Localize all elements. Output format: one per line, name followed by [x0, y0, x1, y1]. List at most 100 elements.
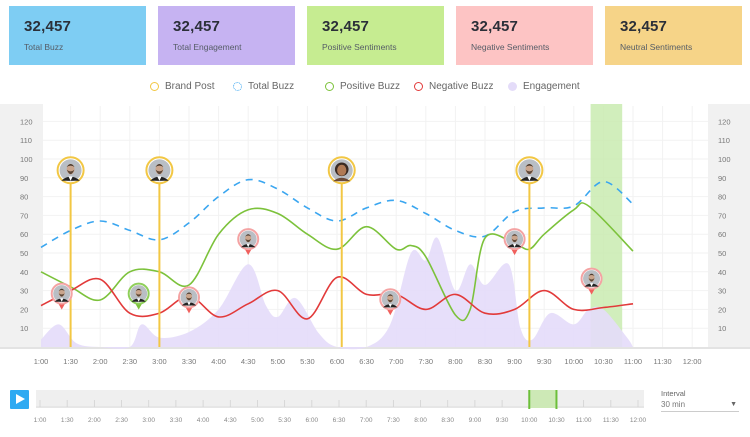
- y-tick-label-left: 70: [20, 211, 28, 220]
- y-tick-label-left: 50: [20, 249, 28, 258]
- brand-post-marker[interactable]: [515, 156, 544, 347]
- card-label: Neutral Sentiments: [620, 42, 693, 52]
- legend-engagement[interactable]: Engagement: [508, 79, 580, 93]
- x-tick-label: 7:00: [389, 357, 404, 366]
- sentiment-marker-negative[interactable]: [178, 286, 200, 314]
- y-tick-label-left: 20: [20, 305, 28, 314]
- y-axis-left-panel: [0, 104, 43, 348]
- card-negative-sentiments[interactable]: 32,457 Negative Sentiments: [456, 6, 593, 65]
- series-line-negative-buzz: [40, 276, 634, 320]
- y-tick-label-left: 90: [20, 174, 28, 183]
- avatar-body: [332, 177, 351, 182]
- play-button[interactable]: [10, 390, 29, 409]
- legend-negative-buzz[interactable]: Negative Buzz: [414, 79, 493, 93]
- avatar-hair: [588, 273, 595, 277]
- avatar-hair: [58, 288, 65, 292]
- timeline-track: [36, 390, 644, 408]
- x-tick-label: 2:00: [93, 357, 108, 366]
- brand-post-marker[interactable]: [327, 156, 356, 347]
- timeline-tick-label: 11:30: [603, 417, 619, 424]
- card-label: Negative Sentiments: [471, 42, 550, 52]
- avatar-man-icon: [180, 288, 198, 306]
- card-total-engagement[interactable]: 32,457 Total Engagement: [158, 6, 295, 65]
- y-tick-label-left: 60: [20, 230, 28, 239]
- legend-label: Total Buzz: [248, 80, 295, 92]
- y-tick-label-right: 80: [718, 193, 726, 202]
- interval-select[interactable]: Interval 30 min ▼: [661, 389, 739, 412]
- legend-positive-buzz[interactable]: Positive Buzz: [325, 79, 400, 93]
- x-tick-label: 1:00: [34, 357, 49, 366]
- x-tick-label: 11:30: [653, 357, 671, 366]
- timeline-tick-label: 2:30: [115, 417, 128, 424]
- timeline-tick-label: 6:30: [333, 417, 346, 424]
- y-tick-label-right: 50: [718, 249, 726, 258]
- timeline-tick-label: 5:30: [278, 417, 291, 424]
- legend-total-buzz[interactable]: Total Buzz: [233, 79, 294, 93]
- legend-label: Engagement: [523, 80, 580, 92]
- y-tick-label-right: 120: [718, 117, 731, 126]
- timeline-tick-label: 11:00: [576, 417, 592, 424]
- avatar-beard: [245, 238, 252, 243]
- interval-value: 30 min: [661, 400, 686, 409]
- x-tick-label: 11:00: [624, 357, 642, 366]
- interval-value-field[interactable]: 30 min ▼: [661, 398, 739, 412]
- filled-circle-icon: [508, 81, 517, 91]
- card-label: Positive Sentiments: [322, 42, 397, 52]
- x-tick-label: 5:30: [300, 357, 315, 366]
- sentiment-marker-negative[interactable]: [50, 282, 73, 310]
- brand-post-marker[interactable]: [56, 156, 85, 347]
- x-tick-label: 12:00: [683, 357, 702, 366]
- x-tick-label: 7:30: [418, 357, 433, 366]
- timeline-tick-label: 6:00: [305, 417, 318, 424]
- avatar-shirt: [187, 302, 191, 306]
- avatar-shirt: [388, 303, 392, 308]
- avatar-shirt: [512, 243, 517, 248]
- y-tick-label-left: 30: [20, 287, 28, 296]
- avatar-beard: [155, 169, 164, 175]
- avatar-shirt: [68, 176, 73, 181]
- sentiment-marker-negative[interactable]: [237, 228, 260, 256]
- avatar-man-icon: [518, 159, 541, 182]
- y-tick-label-right: 60: [718, 230, 726, 239]
- avatar-man-icon: [59, 159, 82, 182]
- avatar-hair: [245, 234, 252, 237]
- sentiment-marker-negative[interactable]: [503, 228, 526, 256]
- x-tick-label: 9:00: [507, 357, 522, 366]
- card-value: 32,457: [322, 18, 370, 35]
- x-tick-label: 2:30: [122, 357, 137, 366]
- avatar-man-icon: [130, 285, 148, 303]
- brand-post-marker[interactable]: [145, 156, 174, 347]
- y-tick-label-right: 110: [718, 136, 730, 145]
- card-label: Total Buzz: [24, 42, 64, 52]
- card-total-buzz[interactable]: 32,457 Total Buzz: [9, 6, 146, 65]
- legend-brand-post[interactable]: Brand Post: [150, 79, 214, 93]
- timeline-tick-label: 7:30: [387, 417, 400, 424]
- timeline-tick-label: 10:00: [521, 417, 538, 424]
- y-tick-label-left: 110: [20, 136, 32, 145]
- sentiment-marker-negative[interactable]: [580, 267, 603, 295]
- y-tick-label-right: 20: [718, 305, 726, 314]
- avatar-beard: [186, 296, 192, 301]
- timeline-tick-label: 2:00: [88, 417, 101, 424]
- x-tick-label: 4:30: [241, 357, 256, 366]
- y-axis-right-panel: [708, 104, 750, 348]
- timeline-tick-label: 7:00: [360, 417, 373, 424]
- card-positive-sentiments[interactable]: 32,457 Positive Sentiments: [307, 6, 444, 65]
- avatar-face: [337, 164, 347, 176]
- timeline-handle-left[interactable]: [528, 390, 531, 409]
- avatar-hair: [155, 163, 164, 167]
- card-neutral-sentiments[interactable]: 32,457 Neutral Sentiments: [605, 6, 742, 65]
- x-tick-label: 1:30: [63, 357, 78, 366]
- timeline-tick-label: 5:00: [251, 417, 264, 424]
- chart-svg: 10 20 30 40 50 60 70 80 90 100 110 120 10 20 30 40 50 60…: [0, 104, 750, 366]
- sentiment-marker-negative[interactable]: [379, 288, 402, 316]
- avatar-shirt: [527, 176, 532, 181]
- sentiment-marker-positive[interactable]: [127, 282, 150, 310]
- timeline-tick-label: 9:00: [469, 417, 482, 424]
- legend-label: Positive Buzz: [340, 80, 401, 92]
- timeline-handle-right[interactable]: [555, 390, 558, 409]
- x-tick-label: 3:00: [152, 357, 167, 366]
- y-tick-label-right: 70: [718, 211, 726, 220]
- x-tick-label: 4:00: [211, 357, 226, 366]
- card-label: Total Engagement: [173, 42, 242, 52]
